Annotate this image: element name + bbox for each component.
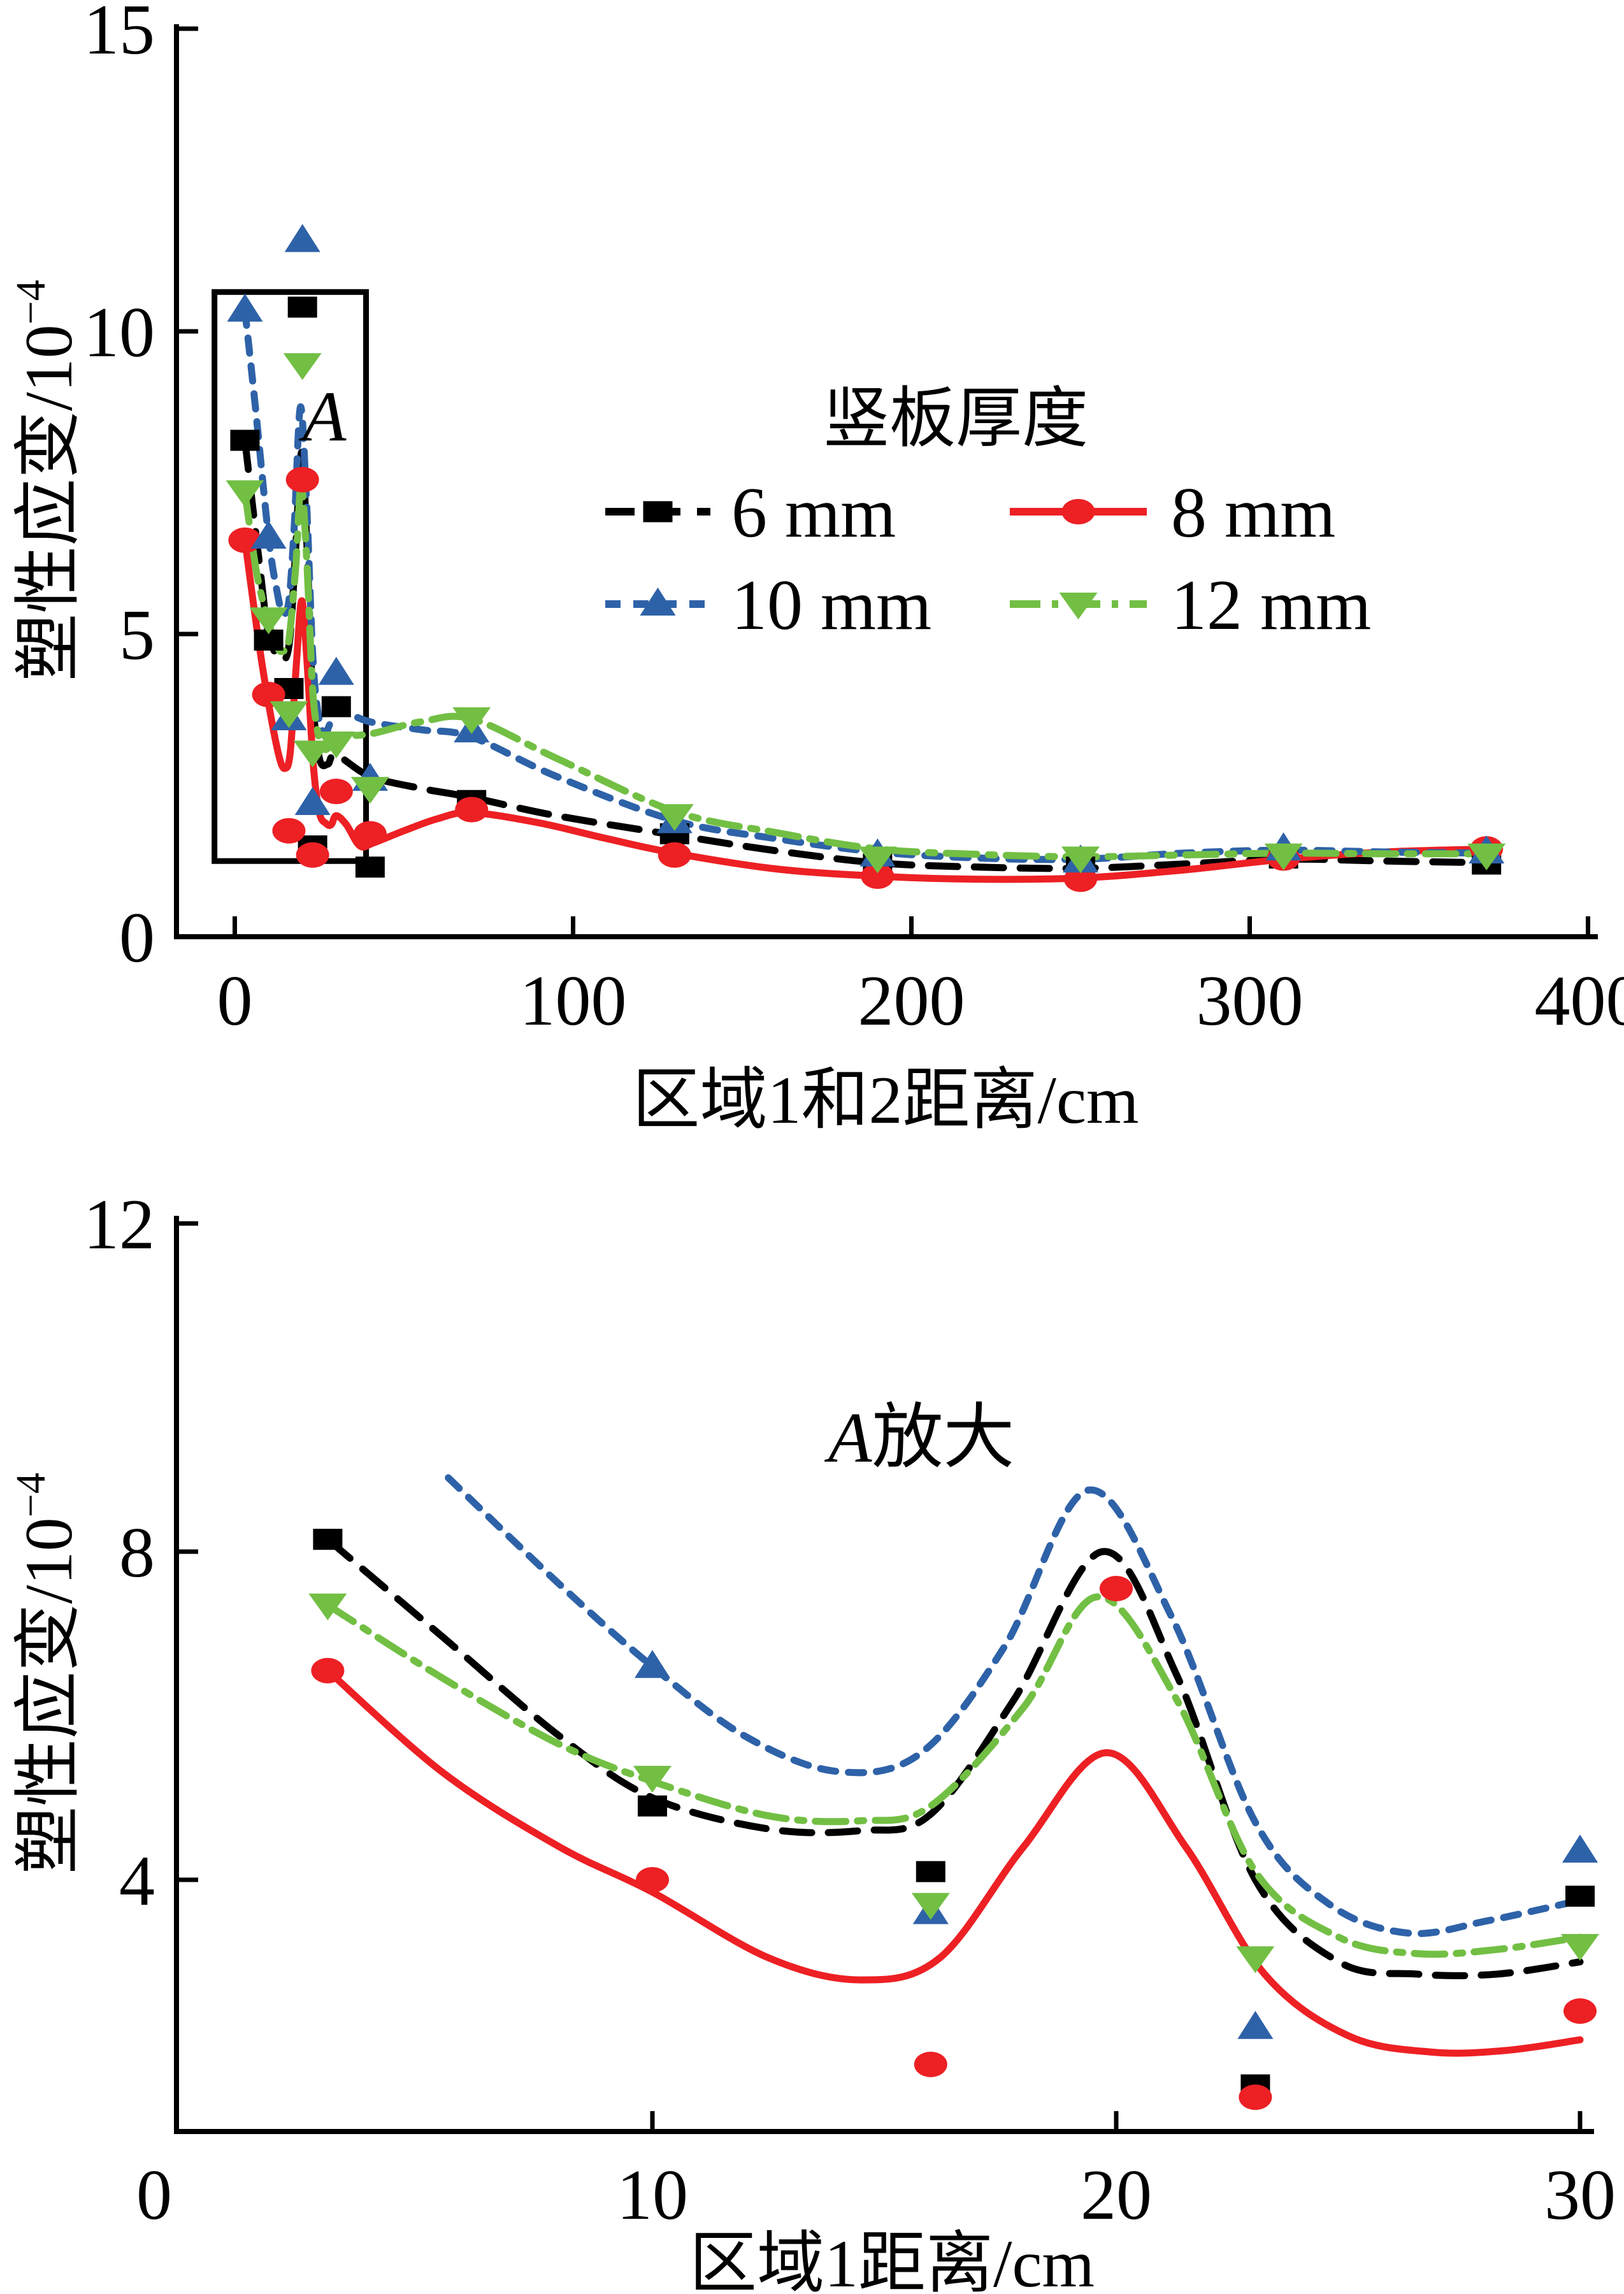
triangle-down-marker <box>911 1893 950 1920</box>
circle-marker <box>861 863 895 889</box>
series-curve-10mm <box>241 307 1497 863</box>
x-axis-title: 区域1和2距离/cm <box>633 1063 1139 1137</box>
legend-entry-label: 8 mm <box>1171 473 1335 552</box>
square-marker <box>916 1861 945 1882</box>
y-tick-label: 15 <box>83 0 155 69</box>
circle-marker <box>252 682 285 707</box>
legend-entry-label: 6 mm <box>731 473 896 552</box>
triangle-down-marker <box>283 353 322 380</box>
legend-entry-label: 10 mm <box>731 566 931 645</box>
triangle-down-marker <box>1264 843 1303 870</box>
bottom-chart: 0 10 20 30 4 8 12 区域1距离/cm 塑性应变/10−4 A放大 <box>8 1185 1616 2294</box>
y-tick-label: 0 <box>119 898 155 977</box>
y-tick-label: 4 <box>119 1842 155 1921</box>
triangle-down-marker <box>293 740 332 768</box>
x-tick-label: 10 <box>617 2156 688 2235</box>
y-tick-label: 5 <box>119 596 155 675</box>
circle-marker <box>1563 1998 1597 2024</box>
x-tick-label: 0 <box>136 2156 172 2235</box>
circle-marker <box>311 1657 345 1684</box>
square-marker <box>321 696 351 718</box>
x-tick-label: 300 <box>1196 962 1304 1041</box>
square-marker <box>287 296 317 318</box>
triangle-up-icon <box>640 588 676 616</box>
triangle-up-marker <box>1237 2010 1274 2039</box>
x-tick-label: 400 <box>1535 962 1624 1041</box>
square-marker <box>313 1529 343 1550</box>
triangle-up-marker <box>318 656 354 685</box>
square-marker <box>1565 1886 1595 1907</box>
triangle-down-marker <box>858 846 897 874</box>
triangle-up-marker <box>294 787 331 815</box>
square-marker <box>638 1795 667 1817</box>
x-tick-label: 100 <box>520 962 627 1041</box>
circle-marker <box>353 821 387 847</box>
annotation-label: A放大 <box>824 1398 1014 1477</box>
triangle-down-marker <box>633 1766 672 1793</box>
circle-marker <box>319 779 353 804</box>
annotation-label: A <box>298 377 347 456</box>
x-tick-label: 0 <box>217 962 253 1041</box>
series-curve-12mm <box>324 1593 1584 1958</box>
y-tick-label: 8 <box>119 1513 155 1592</box>
circle-marker <box>285 466 319 493</box>
square-icon <box>643 501 673 523</box>
triangle-down-marker <box>655 804 694 831</box>
triangle-down-marker <box>308 1593 347 1620</box>
legend-entry-label: 12 mm <box>1171 566 1371 645</box>
circle-marker <box>272 818 306 844</box>
y-axis-title: 塑性应变/10−4 <box>8 1473 86 1874</box>
x-tick-label: 30 <box>1544 2156 1616 2235</box>
axes <box>174 1216 1594 2134</box>
series-curve-6mm <box>324 1536 1584 1979</box>
triangle-up-marker <box>1562 1834 1598 1863</box>
triangle-down-icon <box>1059 593 1098 619</box>
triangle-down-marker <box>1467 843 1506 870</box>
square-marker <box>230 429 260 451</box>
top-chart: 0 100 200 300 400 0 5 10 15 区域1和2距离/cm 塑性应变/10−4 A 竖… <box>8 0 1624 1137</box>
circle-marker <box>1064 866 1097 892</box>
series-curve-12mm <box>241 482 1497 861</box>
triangle-down-marker <box>1236 1946 1275 1973</box>
circle-icon <box>1061 499 1095 524</box>
y-tick-label: 12 <box>83 1185 155 1264</box>
circle-marker <box>1100 1575 1133 1601</box>
series-curve-6mm <box>241 436 1497 872</box>
x-axis-title: 区域1距离/cm <box>689 2226 1095 2294</box>
triangle-down-marker <box>249 607 288 635</box>
triangle-down-marker <box>269 701 308 728</box>
triangle-down-marker <box>1061 846 1100 874</box>
circle-marker <box>914 2051 947 2077</box>
circle-marker <box>658 842 691 868</box>
triangle-up-marker <box>284 224 320 252</box>
triangle-down-marker <box>317 732 356 758</box>
triangle-down-marker <box>226 480 264 507</box>
y-axis-title: 塑性应变/10−4 <box>8 280 86 681</box>
x-tick-label: 20 <box>1081 2156 1152 2235</box>
circle-marker <box>1239 2084 1272 2110</box>
series-markers-12mm <box>226 353 1506 874</box>
triangle-up-marker <box>227 293 263 322</box>
series-curve-8mm <box>324 1667 1584 2057</box>
region-a-box <box>212 289 370 864</box>
legend-title: 竖板厚度 <box>823 382 1088 456</box>
x-tick-label: 200 <box>858 962 965 1041</box>
triangle-down-marker <box>452 707 491 734</box>
series-markers-10mm <box>635 1650 1598 2039</box>
y-tick-label: 10 <box>83 293 155 372</box>
circle-marker <box>296 842 329 868</box>
triangle-down-marker <box>1561 1934 1599 1961</box>
circle-marker <box>636 1867 669 1893</box>
circle-marker <box>455 797 489 823</box>
triangle-up-marker <box>250 521 287 549</box>
series-markers-8mm <box>311 1575 1597 2110</box>
legend: 竖板厚度 6 mm 8 mm 10 mm 12 mm <box>605 382 1371 645</box>
triangle-down-marker <box>350 777 389 804</box>
square-marker <box>355 856 385 878</box>
triangle-up-marker <box>635 1650 670 1678</box>
series-markers-12mm <box>308 1593 1599 1973</box>
